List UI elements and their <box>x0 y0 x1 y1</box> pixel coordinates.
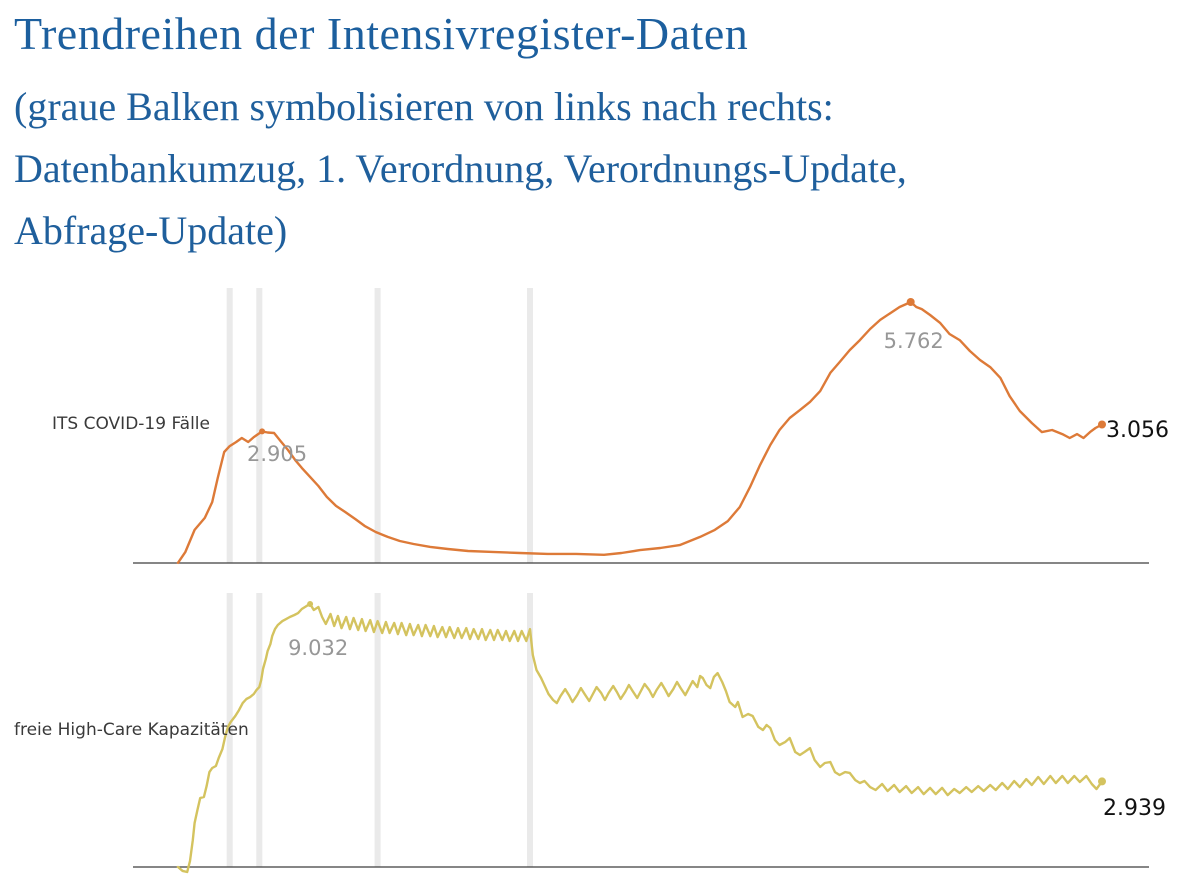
event-bar-1 <box>256 288 263 563</box>
page-subtitle: (graue Balken symbolisieren von links na… <box>14 76 1164 262</box>
subtitle-line-1: (graue Balken symbolisieren von links na… <box>14 84 834 129</box>
report-header: Trendreihen der Intensivregister-Daten (… <box>14 6 1164 262</box>
peak-marker <box>259 428 266 435</box>
peak-annotation-capacity: 9.032 <box>288 636 349 660</box>
freie-high-care-sparkline <box>133 593 1149 874</box>
chart-row-its-covid-faelle: ITS COVID-19 Fälle 2.905 5.762 3.056 <box>0 278 1181 578</box>
peak-annotation-wave1: 2.905 <box>247 442 308 467</box>
current-value-label-its: 3.056 <box>1106 417 1169 443</box>
peak-marker <box>307 601 314 607</box>
event-bar-2 <box>374 593 381 867</box>
event-bar-3 <box>527 593 533 867</box>
subtitle-line-3: Abfrage-Update) <box>14 208 288 253</box>
endpoint-marker <box>1098 420 1106 429</box>
series-label-freie-high-care: freie High-Care Kapazitäten <box>14 720 249 740</box>
subtitle-line-2: Datenbankumzug, 1. Verordnung, Verordnun… <box>14 146 907 191</box>
series-label-its-covid-faelle: ITS COVID-19 Fälle <box>52 414 210 434</box>
event-bar-1 <box>256 593 263 867</box>
event-bar-0 <box>226 288 233 563</box>
peak-marker <box>906 298 915 306</box>
endpoint-marker <box>1098 777 1106 786</box>
page-title: Trendreihen der Intensivregister-Daten <box>14 8 749 59</box>
its-covid-faelle-sparkline <box>133 288 1149 564</box>
chart-row-freie-high-care: freie High-Care Kapazitäten 9.032 2.939 <box>0 584 1181 884</box>
peak-annotation-wave2: 5.762 <box>883 328 944 353</box>
event-bar-2 <box>374 288 381 563</box>
current-value-label-high-care: 2.939 <box>1103 796 1166 822</box>
event-bar-3 <box>527 288 533 563</box>
series-line <box>176 602 1104 874</box>
series-line <box>176 300 1104 564</box>
event-bar-0 <box>226 593 233 867</box>
